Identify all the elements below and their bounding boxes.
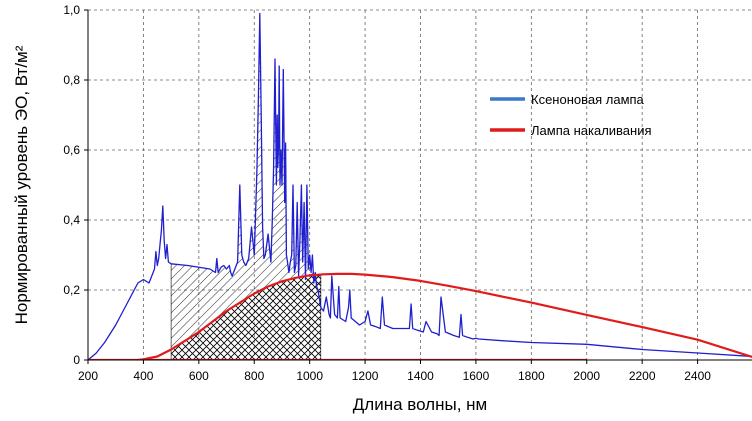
- y-tick-label: 0,6: [63, 143, 80, 157]
- x-tick-label: 2000: [573, 369, 600, 383]
- x-tick-label: 1800: [518, 369, 545, 383]
- x-tick-label: 200: [78, 369, 98, 383]
- series-line-xenon: [88, 12, 752, 360]
- grid: [88, 9, 752, 360]
- x-tick-label: 1200: [352, 369, 379, 383]
- x-tick-label: 2200: [629, 369, 656, 383]
- series-line-incandescent: [88, 272, 752, 360]
- y-tick-label: 0,4: [63, 213, 80, 227]
- legend-label-incandescent: Лампа накаливания: [531, 123, 652, 138]
- x-tick-label: 2400: [684, 369, 711, 383]
- x-tick-label: 1400: [407, 369, 434, 383]
- series-lines: [88, 12, 752, 360]
- x-tick-label: 1600: [463, 369, 490, 383]
- hatched-regions: [170, 13, 322, 361]
- x-tick-label: 800: [244, 369, 264, 383]
- y-tick-label: 0,8: [63, 73, 80, 87]
- y-tick-label: 0: [73, 353, 80, 367]
- y-axis-ticks: 0 0,2 0,4 0,6 0,8 1,0: [63, 3, 88, 367]
- x-axis-title: Длина волны, нм: [353, 395, 487, 414]
- y-tick-label: 1,0: [63, 3, 80, 17]
- y-axis-title: Нормированный уровень ЭО, Вт/м²: [12, 45, 31, 324]
- x-tick-label: 400: [133, 369, 153, 383]
- legend: Ксеноновая лампа Лампа накаливания: [490, 92, 652, 138]
- legend-label-xenon: Ксеноновая лампа: [531, 92, 645, 107]
- y-tick-label: 0,2: [63, 283, 80, 297]
- x-tick-label: 1000: [296, 369, 323, 383]
- x-axis-ticks: 200 400 600 800 1000 1200 1400 1600 1800 2000 2200…: [78, 360, 711, 383]
- x-tick-label: 600: [189, 369, 209, 383]
